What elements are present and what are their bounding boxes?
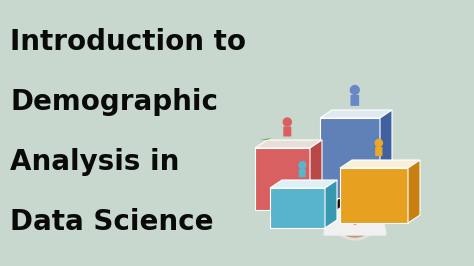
Polygon shape	[255, 138, 272, 140]
Wedge shape	[324, 204, 386, 235]
Polygon shape	[320, 110, 392, 118]
Polygon shape	[255, 140, 322, 148]
Circle shape	[283, 118, 292, 126]
Ellipse shape	[344, 217, 366, 233]
Polygon shape	[310, 140, 322, 210]
FancyBboxPatch shape	[350, 95, 359, 106]
Text: Demographic: Demographic	[10, 88, 218, 116]
Circle shape	[350, 86, 359, 94]
Text: Analysis in: Analysis in	[10, 148, 179, 176]
Circle shape	[333, 193, 377, 237]
FancyBboxPatch shape	[299, 169, 306, 177]
Circle shape	[299, 162, 306, 168]
Wedge shape	[333, 193, 377, 215]
Ellipse shape	[343, 222, 367, 232]
Polygon shape	[340, 160, 420, 168]
Text: by Aman Kharwal: by Aman Kharwal	[309, 185, 401, 195]
Polygon shape	[408, 160, 420, 223]
Text: Introduction to: Introduction to	[10, 28, 246, 56]
Ellipse shape	[360, 215, 362, 218]
Polygon shape	[320, 118, 380, 198]
Circle shape	[330, 190, 380, 240]
Polygon shape	[255, 148, 310, 210]
FancyBboxPatch shape	[375, 147, 383, 156]
Circle shape	[375, 139, 383, 147]
Polygon shape	[340, 168, 408, 223]
Ellipse shape	[342, 202, 368, 224]
Ellipse shape	[341, 206, 369, 230]
Polygon shape	[270, 180, 337, 188]
Text: Data Science: Data Science	[10, 208, 213, 236]
FancyBboxPatch shape	[283, 127, 292, 136]
Ellipse shape	[354, 222, 356, 224]
Polygon shape	[325, 180, 337, 228]
Polygon shape	[380, 110, 392, 198]
Polygon shape	[270, 188, 325, 228]
Ellipse shape	[348, 215, 350, 218]
